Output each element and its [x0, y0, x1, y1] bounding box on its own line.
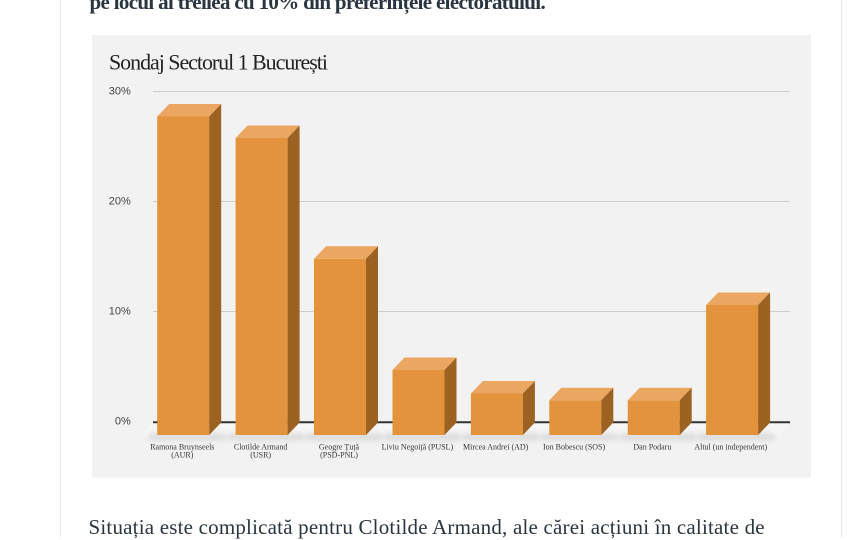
- svg-text:Geogre Țuță: Geogre Țuță: [319, 443, 360, 453]
- svg-text:Mircea Andrei (AD): Mircea Andrei (AD): [463, 443, 529, 452]
- svg-text:Dan Podaru: Dan Podaru: [633, 443, 671, 452]
- svg-text:0%: 0%: [115, 416, 131, 428]
- svg-text:Ion Bobescu (SOS): Ion Bobescu (SOS): [543, 443, 606, 452]
- svg-text:(USR): (USR): [250, 451, 271, 460]
- svg-text:Clotilde Armand: Clotilde Armand: [234, 443, 288, 452]
- svg-text:(PSD-PNL): (PSD-PNL): [320, 451, 358, 460]
- svg-text:10%: 10%: [109, 306, 131, 318]
- svg-text:Sondaj Sectorul 1 București: Sondaj Sectorul 1 București: [109, 49, 328, 74]
- svg-text:30%: 30%: [109, 86, 131, 98]
- svg-text:Liviu Negoiță (PUSL): Liviu Negoiță (PUSL): [382, 443, 454, 452]
- svg-text:(AUR): (AUR): [171, 451, 194, 460]
- svg-text:20%: 20%: [109, 196, 131, 208]
- svg-text:Ramona Bruynseels: Ramona Bruynseels: [150, 443, 214, 452]
- svg-text:Altul (un independent): Altul (un independent): [694, 443, 767, 452]
